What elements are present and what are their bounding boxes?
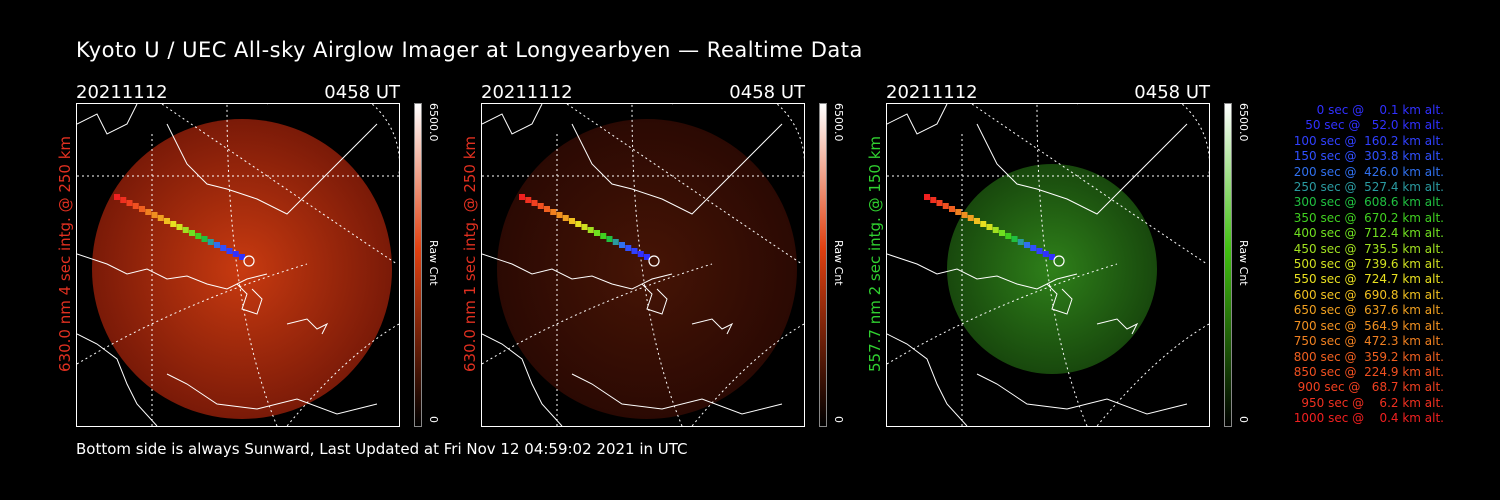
legend-item: 600 sec @ 690.8 km alt. [1289, 287, 1444, 302]
panel-2-colorbar-unit: Raw Cnt [832, 240, 845, 286]
panel-1-colorbar [414, 103, 422, 427]
sky-image [77, 104, 399, 426]
panel-1-colorbar-unit: Raw Cnt [427, 240, 440, 286]
panel-2-colorbar-min: 0 [832, 416, 845, 423]
panel-3-time: 0458 UT [1134, 82, 1210, 103]
panel-3-image [886, 103, 1210, 427]
airglow-disk [947, 164, 1157, 374]
panel-2-image [481, 103, 805, 427]
panel-2-time: 0458 UT [729, 82, 805, 103]
sky-image [887, 104, 1209, 426]
legend-item: 300 sec @ 608.6 km alt. [1289, 195, 1444, 210]
legend-item: 650 sec @ 637.6 km alt. [1289, 303, 1444, 318]
panel-3-date: 20211112 [886, 82, 978, 103]
panel-2-date: 20211112 [481, 82, 573, 103]
panel-1-colorbar-max: 6500.0 [427, 103, 440, 142]
airglow-disk [497, 119, 797, 419]
panel-3-colorbar [1224, 103, 1232, 427]
legend-item: 1000 sec @ 0.4 km alt. [1293, 411, 1444, 426]
satellite-altitude-legend: 0 sec @ 0.1 km alt. 50 sec @ 52.0 km alt… [1262, 103, 1444, 427]
panel-1-date: 20211112 [76, 82, 168, 103]
legend-item: 100 sec @ 160.2 km alt. [1289, 133, 1444, 148]
panel-1-time: 0458 UT [324, 82, 400, 103]
footer-note: Bottom side is always Sunward, Last Upda… [76, 440, 688, 458]
legend-item: 900 sec @ 68.7 km alt. [1293, 380, 1444, 395]
legend-item: 500 sec @ 739.6 km alt. [1289, 257, 1444, 272]
legend-item: 800 sec @ 359.2 km alt. [1289, 349, 1444, 364]
panel-3-colorbar-max: 6500.0 [1237, 103, 1250, 142]
legend-item: 200 sec @ 426.0 km alt. [1289, 164, 1444, 179]
panel-1-colorbar-min: 0 [427, 416, 440, 423]
legend-item: 850 sec @ 224.9 km alt. [1289, 364, 1444, 379]
legend-item: 450 sec @ 735.5 km alt. [1289, 241, 1444, 256]
panel-3-colorbar-unit: Raw Cnt [1237, 240, 1250, 286]
panel-1-wavelength-label: 630.0 nm 4 sec intg. @ 250 km [56, 135, 74, 372]
legend-item: 250 sec @ 527.4 km alt. [1289, 180, 1444, 195]
page-title: Kyoto U / UEC All-sky Airglow Imager at … [76, 38, 863, 62]
panel-3-wavelength-label: 557.7 nm 2 sec intg. @ 150 km [866, 135, 884, 372]
panel-2-wavelength-label: 630.0 nm 1 sec intg. @ 250 km [461, 135, 479, 372]
panel-2-colorbar [819, 103, 827, 427]
legend-item: 50 sec @ 52.0 km alt. [1297, 118, 1444, 133]
sky-image [482, 104, 804, 426]
airglow-disk [92, 119, 392, 419]
legend-item: 350 sec @ 670.2 km alt. [1289, 210, 1444, 225]
legend-item: 950 sec @ 6.2 km alt. [1297, 395, 1444, 410]
panel-1-image [76, 103, 400, 427]
legend-item: 0 sec @ 0.1 km alt. [1305, 103, 1444, 117]
legend-item: 750 sec @ 472.3 km alt. [1289, 334, 1444, 349]
legend-item: 400 sec @ 712.4 km alt. [1289, 226, 1444, 241]
panel-2-colorbar-max: 6500.0 [832, 103, 845, 142]
legend-item: 700 sec @ 564.9 km alt. [1289, 318, 1444, 333]
legend-item: 550 sec @ 724.7 km alt. [1289, 272, 1444, 287]
panel-3-colorbar-min: 0 [1237, 416, 1250, 423]
legend-item: 150 sec @ 303.8 km alt. [1289, 149, 1444, 164]
